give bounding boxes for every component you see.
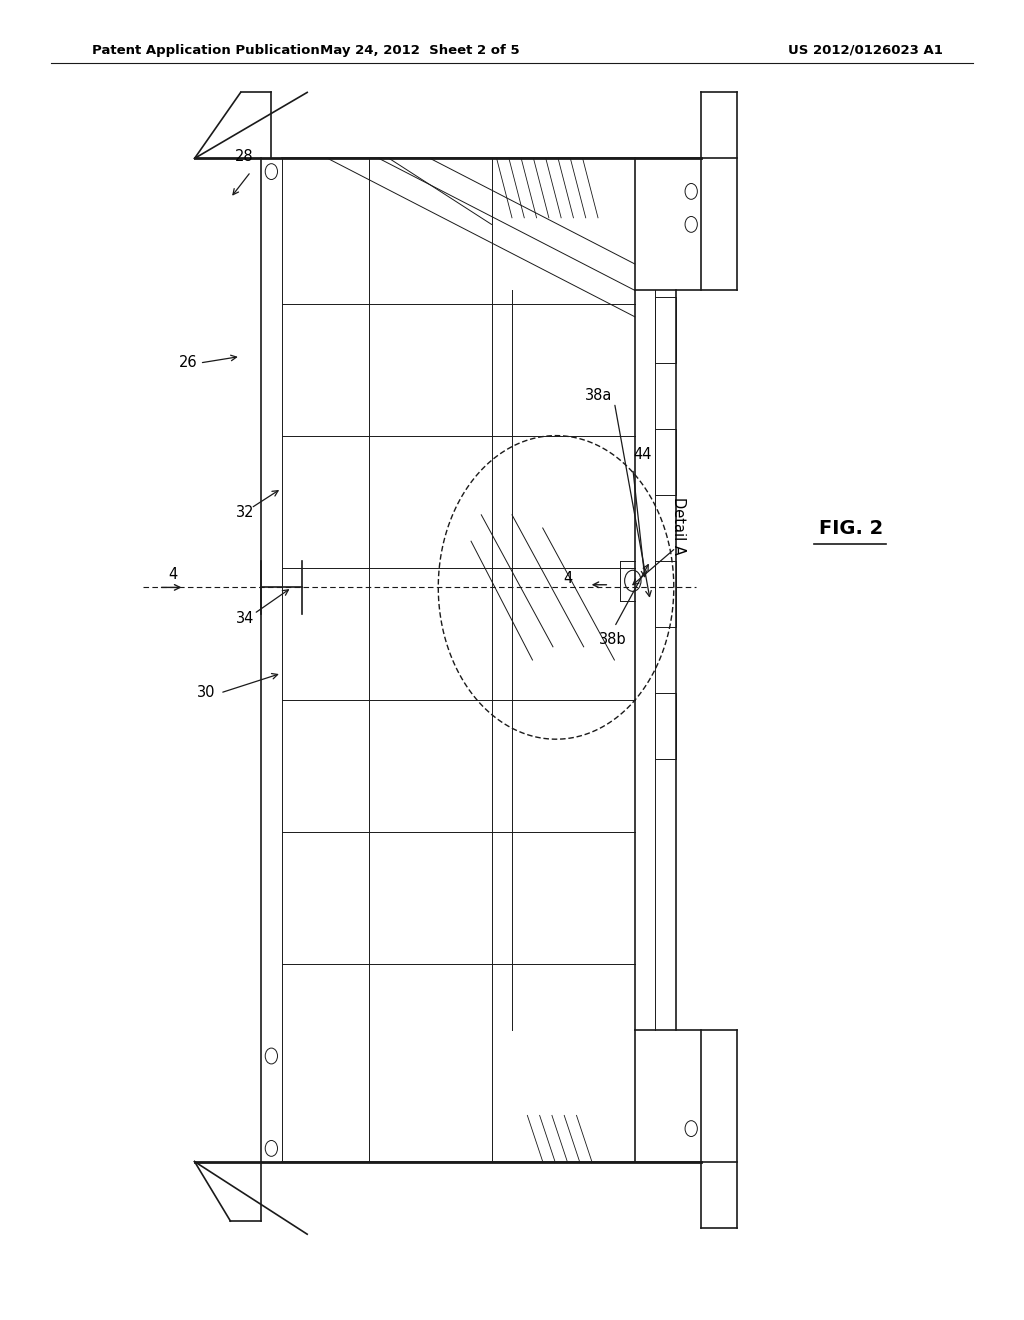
Circle shape xyxy=(685,183,697,199)
Circle shape xyxy=(685,216,697,232)
Text: May 24, 2012  Sheet 2 of 5: May 24, 2012 Sheet 2 of 5 xyxy=(321,44,519,57)
Text: 28: 28 xyxy=(236,149,254,164)
Text: Patent Application Publication: Patent Application Publication xyxy=(92,44,319,57)
Text: 4: 4 xyxy=(563,572,572,586)
Text: FIG. 2: FIG. 2 xyxy=(819,519,884,537)
Circle shape xyxy=(685,1121,697,1137)
Bar xyxy=(655,297,676,363)
Text: 38a: 38a xyxy=(585,388,612,403)
Text: 44: 44 xyxy=(633,447,651,462)
Circle shape xyxy=(625,570,641,591)
Bar xyxy=(655,429,676,495)
Text: US 2012/0126023 A1: US 2012/0126023 A1 xyxy=(788,44,943,57)
Text: 26: 26 xyxy=(179,355,198,370)
Text: Detail A: Detail A xyxy=(671,496,686,554)
Circle shape xyxy=(265,1140,278,1156)
Bar xyxy=(655,561,676,627)
Circle shape xyxy=(265,164,278,180)
Bar xyxy=(655,693,676,759)
Text: 32: 32 xyxy=(236,506,254,520)
Text: 38b: 38b xyxy=(599,632,627,647)
Text: 30: 30 xyxy=(197,685,215,700)
Text: 4: 4 xyxy=(168,568,177,582)
Text: 34: 34 xyxy=(236,611,254,626)
Circle shape xyxy=(265,1048,278,1064)
